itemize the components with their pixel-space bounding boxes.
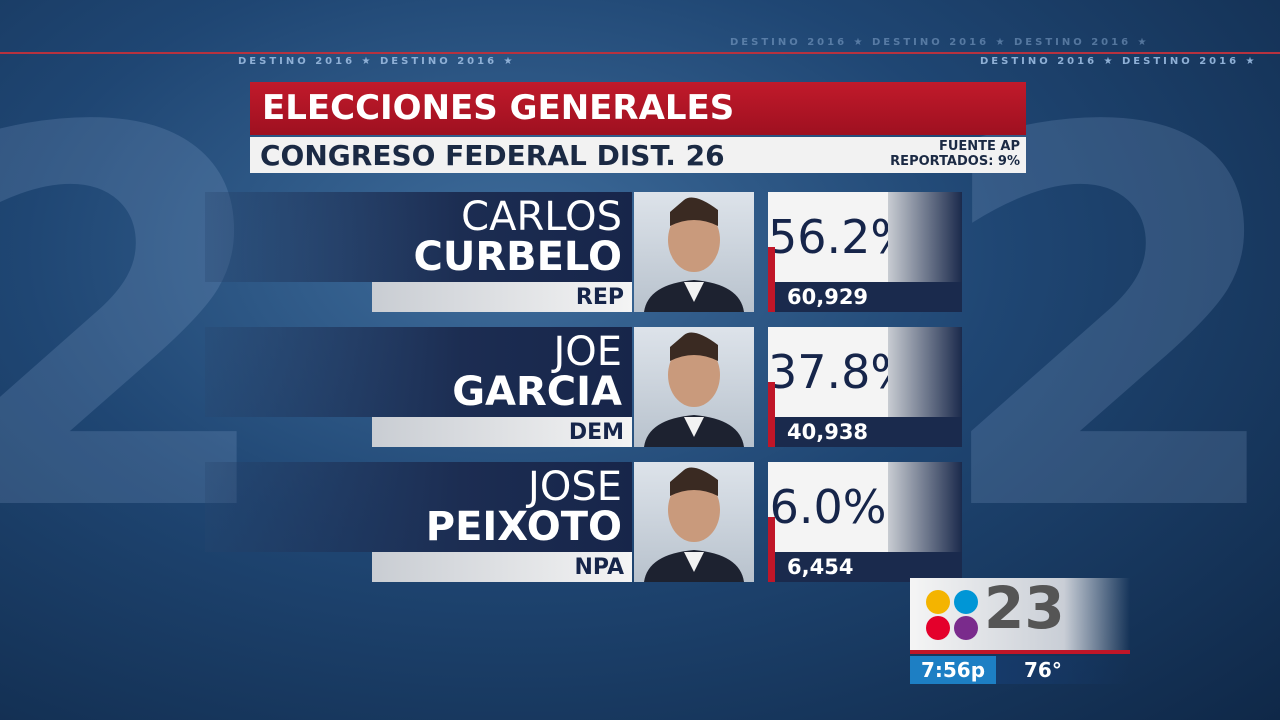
percent-panel xyxy=(888,327,962,417)
percent-panel xyxy=(888,462,962,552)
percent: 56.2% xyxy=(768,192,914,282)
first-name: CARLOS xyxy=(461,194,622,240)
logo-line xyxy=(910,650,1130,654)
party: REP xyxy=(372,282,632,312)
last-name: GARCIA xyxy=(452,369,622,415)
first-name: JOE xyxy=(553,329,622,375)
ticker: DESTINO 2016 ★ DESTINO 2016 ★ xyxy=(980,56,1258,67)
ticker-line xyxy=(0,52,1280,54)
votes: 60,929 xyxy=(775,282,962,312)
time: 7:56p xyxy=(910,656,996,684)
ticker: DESTINO 2016 ★ DESTINO 2016 ★ xyxy=(238,56,516,67)
first-name: JOSE xyxy=(528,464,622,510)
channel: 23 xyxy=(984,574,1065,642)
last-name: PEIXOTO xyxy=(425,504,622,550)
ticker: DESTINO 2016 ★ DESTINO 2016 ★ DESTINO 20… xyxy=(730,37,1150,48)
candidate-photo xyxy=(634,327,754,447)
source: FUENTE AP xyxy=(938,139,1020,154)
ticker-text: DESTINO 2016 ★ xyxy=(730,37,866,48)
subtitle: CONGRESO FEDERAL DIST. 26 xyxy=(260,139,725,172)
party-strip xyxy=(768,517,775,582)
logo-box: 23 xyxy=(910,574,1130,650)
ticker-text: DESTINO 2016 ★ xyxy=(1122,56,1258,67)
percent: 37.8% xyxy=(768,327,914,417)
title: ELECCIONES GENERALES xyxy=(262,88,735,128)
source-box: FUENTE AP REPORTADOS: 9% xyxy=(890,139,1020,169)
ticker-text: DESTINO 2016 ★ xyxy=(380,56,516,67)
photo-silhouette xyxy=(644,467,744,582)
ticker-text: DESTINO 2016 ★ xyxy=(872,37,1008,48)
logo-icon xyxy=(926,590,978,640)
votes: 40,938 xyxy=(775,417,962,447)
candidate-photo xyxy=(634,462,754,582)
name-panel: CARLOS CURBELO xyxy=(205,192,632,282)
name-panel: JOE GARCIA xyxy=(205,327,632,417)
percent: 6.0% xyxy=(768,462,888,552)
name-panel: JOSE PEIXOTO xyxy=(205,462,632,552)
ticker-text: DESTINO 2016 ★ xyxy=(980,56,1116,67)
party: DEM xyxy=(372,417,632,447)
photo-silhouette xyxy=(644,197,744,312)
reported: REPORTADOS: 9% xyxy=(890,154,1020,169)
title-bar: ELECCIONES GENERALES xyxy=(250,82,1026,135)
votes: 6,454 xyxy=(775,552,962,582)
party: NPA xyxy=(372,552,632,582)
ticker-text: DESTINO 2016 ★ xyxy=(1014,37,1150,48)
party-strip xyxy=(768,382,775,447)
photo-silhouette xyxy=(644,332,744,447)
candidate-photo xyxy=(634,192,754,312)
percent-panel xyxy=(888,192,962,282)
ticker-text: DESTINO 2016 ★ xyxy=(238,56,374,67)
subtitle-bar: CONGRESO FEDERAL DIST. 26 FUENTE AP REPO… xyxy=(250,137,1026,173)
last-name: CURBELO xyxy=(413,234,622,280)
party-strip xyxy=(768,247,775,312)
temperature: 76° xyxy=(996,656,1130,684)
